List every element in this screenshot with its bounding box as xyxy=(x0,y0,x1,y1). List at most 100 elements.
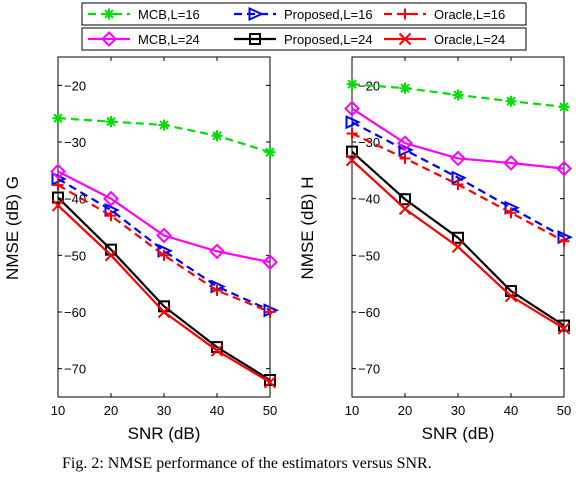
data-point xyxy=(50,163,66,180)
series-proposed-l-24 xyxy=(346,145,570,332)
data-point xyxy=(156,227,172,244)
y-tick-label: −30 xyxy=(64,135,86,150)
data-point xyxy=(105,210,117,222)
data-point xyxy=(452,89,464,101)
legend-entry: MCB,L=24 xyxy=(88,31,200,47)
data-point xyxy=(209,243,225,260)
data-point xyxy=(345,115,361,130)
chart-panel-g: 10 20 30 40 50 −70 −60 −50 −40 −30 −20 SNR (dB) NMSE… xyxy=(3,56,279,443)
legend-label: Oracle,L=24 xyxy=(434,32,505,47)
legend-label: MCB,L=24 xyxy=(138,32,200,47)
legend: MCB,L=16 Proposed,L=16 Oracle,L=16 MCB,L=24… xyxy=(81,2,527,51)
data-point xyxy=(263,376,277,389)
legend-entry: Oracle,L=16 xyxy=(384,7,505,22)
legend-label: Proposed,L=24 xyxy=(284,32,373,47)
legend-marker xyxy=(248,6,264,22)
data-point xyxy=(505,95,517,107)
series-oracle-l-24 xyxy=(345,153,571,335)
y-axis-label: NMSE (dB) G xyxy=(3,176,22,280)
y-tick-label: −70 xyxy=(358,362,380,377)
data-point xyxy=(104,249,118,262)
legend-entry: Proposed,L=24 xyxy=(234,32,373,47)
legend-label: Oracle,L=16 xyxy=(434,7,505,22)
series-oracle-l-16 xyxy=(52,179,276,318)
data-point xyxy=(51,199,65,212)
data-point xyxy=(556,160,572,177)
legend-entry: Oracle,L=24 xyxy=(384,32,505,47)
y-tick-label: −20 xyxy=(64,78,86,93)
x-tick-label: 20 xyxy=(104,403,118,418)
legend-marker xyxy=(398,32,412,46)
legend-marker xyxy=(103,8,115,20)
legend-marker xyxy=(399,8,411,20)
series-line xyxy=(57,196,271,381)
data-point xyxy=(211,284,223,296)
series-line xyxy=(351,107,565,170)
legend-entry: Proposed,L=16 xyxy=(234,6,373,22)
series-line xyxy=(57,184,271,314)
series-mcb-l-16 xyxy=(52,112,276,158)
y-tick-label: −40 xyxy=(358,192,380,207)
data-point xyxy=(399,152,411,164)
x-tick-label: 30 xyxy=(157,403,171,418)
x-axis-label: SNR (dB) xyxy=(128,424,201,443)
data-point xyxy=(452,231,464,244)
y-tick-label: −70 xyxy=(64,362,86,377)
series-line xyxy=(57,177,271,312)
data-point xyxy=(397,135,413,152)
x-axis-label: SNR (dB) xyxy=(422,424,495,443)
data-point xyxy=(158,119,170,131)
x-tick-label: 50 xyxy=(557,403,571,418)
data-point xyxy=(558,235,570,247)
data-point xyxy=(558,101,570,113)
data-point xyxy=(346,145,358,158)
data-point xyxy=(52,191,64,204)
legend-marker xyxy=(249,33,261,45)
x-tick-label: 10 xyxy=(345,403,359,418)
data-point xyxy=(103,190,119,207)
data-point xyxy=(399,193,411,206)
data-point xyxy=(344,100,360,117)
y-tick-label: −40 xyxy=(64,192,86,207)
y-tick-label: −60 xyxy=(358,305,380,320)
x-tick-label: 10 xyxy=(51,403,65,418)
x-tick-label: 50 xyxy=(263,403,277,418)
legend-box xyxy=(81,2,527,26)
y-tick-label: −50 xyxy=(64,248,86,263)
data-point xyxy=(264,146,276,158)
data-point xyxy=(345,153,359,167)
series-line xyxy=(351,121,565,239)
data-point xyxy=(450,150,466,167)
data-point xyxy=(557,322,571,335)
data-point xyxy=(399,82,411,94)
data-point xyxy=(451,240,465,254)
data-point xyxy=(52,112,64,124)
data-point xyxy=(505,207,517,219)
y-tick-label: −60 xyxy=(64,305,86,320)
data-point xyxy=(211,130,223,142)
x-tick-label: 40 xyxy=(210,403,224,418)
plot-frame xyxy=(57,56,271,398)
data-point xyxy=(452,179,464,190)
legend-label: MCB,L=16 xyxy=(138,7,200,22)
data-point xyxy=(158,249,170,261)
data-point xyxy=(346,78,358,90)
data-point xyxy=(52,179,64,191)
x-tick-label: 20 xyxy=(398,403,412,418)
x-tick-label: 30 xyxy=(451,403,465,418)
figure-caption: Fig. 2: NMSE performance of the estimato… xyxy=(62,455,432,472)
series-mcb-l-24 xyxy=(344,100,572,177)
series-oracle-l-24 xyxy=(51,199,277,389)
series-line xyxy=(57,204,271,384)
legend-entry: MCB,L=16 xyxy=(88,7,200,22)
data-point xyxy=(503,155,519,171)
legend-marker xyxy=(101,31,117,47)
data-point xyxy=(262,254,278,271)
data-point xyxy=(157,305,171,319)
data-point xyxy=(264,306,276,318)
y-tick-label: −50 xyxy=(358,248,380,263)
y-axis-label: NMSE (dB) H xyxy=(298,177,317,280)
data-point xyxy=(398,142,414,157)
series-line xyxy=(57,170,271,264)
